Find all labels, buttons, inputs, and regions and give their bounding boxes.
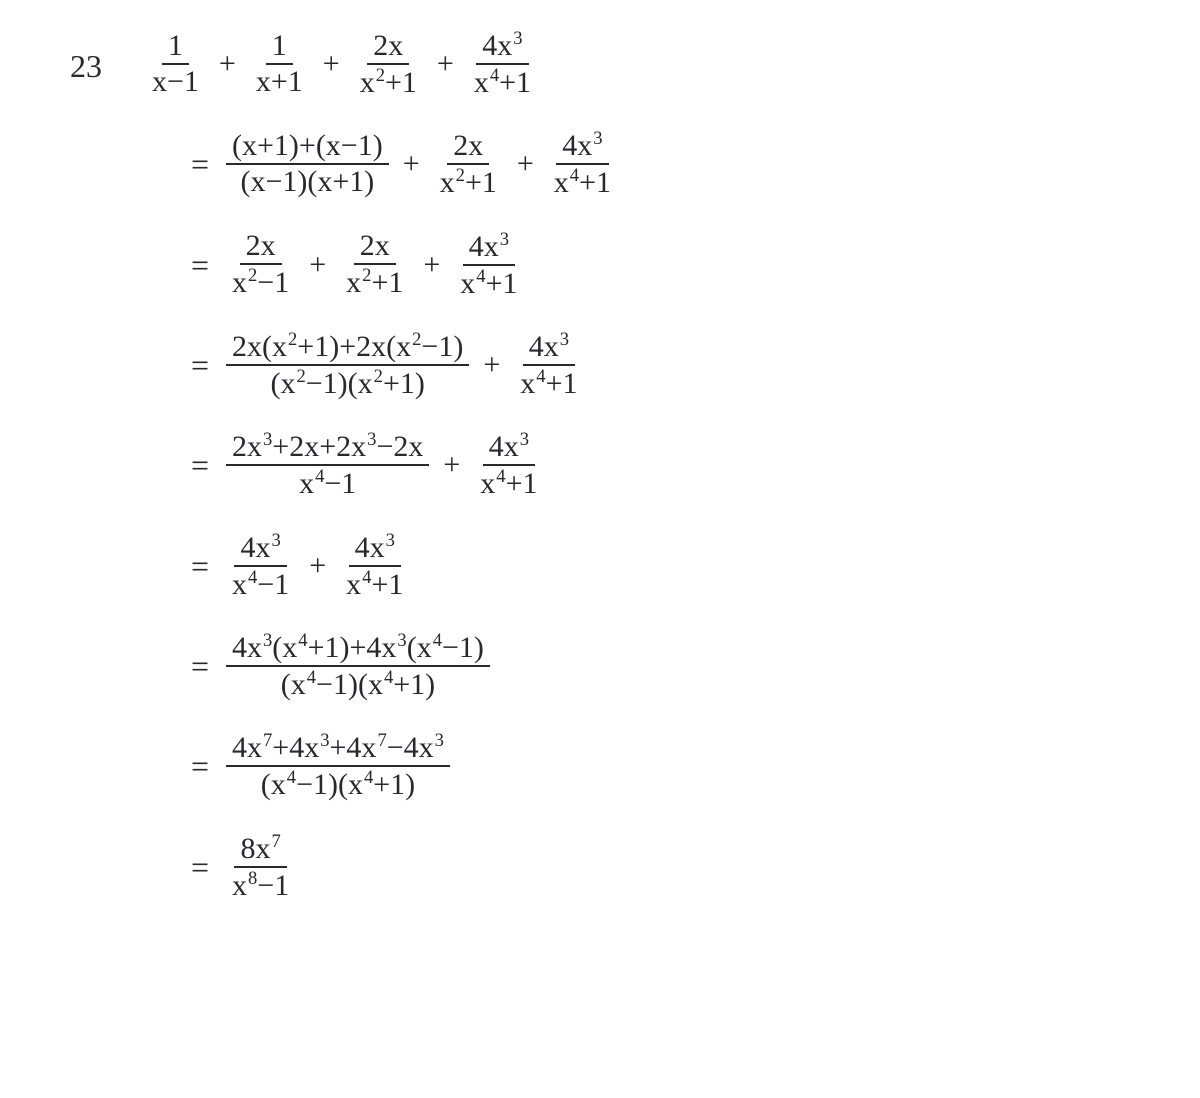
fraction: 2x x2+1 [434,131,503,198]
line-4: = 2x3+2x+2x3−2x x4−1 + 4x3 x4+1 [70,431,1160,499]
fraction: 1 x+1 [250,31,309,97]
frac-den: x4+1 [548,165,617,198]
plus-sign: + [309,250,326,280]
line-7: = 4x7+4x3+4x7−4x3 (x4−1)(x4+1) [70,732,1160,800]
equals-sign: = [180,650,220,682]
frac-num: 4x7+4x3+4x7−4x3 [226,732,450,767]
plus-sign: + [309,551,326,581]
fraction: 4x3 x4+1 [454,231,523,299]
frac-den: x8−1 [226,868,295,901]
fraction: 4x3 x4+1 [468,30,537,98]
line-0: 23 1 x−1 + 1 x+1 + 2x x2+1 + 4x3 x4+1 [70,30,1160,98]
frac-den: x−1 [146,65,205,97]
fraction: 2x3+2x+2x3−2x x4−1 [226,431,429,499]
frac-num: 4x3 [349,532,401,567]
plus-sign: + [517,149,534,179]
frac-num: 4x3(x4+1)+4x3(x4−1) [226,632,490,667]
frac-num: 1 [162,31,189,65]
fraction: 1 x−1 [146,31,205,97]
frac-den: x4−1 [293,466,362,499]
frac-den: x2+1 [340,265,409,298]
fraction: (x+1)+(x−1) (x−1)(x+1) [226,131,389,197]
frac-den: (x4−1)(x4+1) [275,667,441,700]
frac-den: (x2−1)(x2+1) [264,366,430,399]
frac-den: x2+1 [434,165,503,198]
fraction: 2x x2+1 [340,231,409,298]
problem-number: 23 [70,30,140,82]
fraction: 8x7 x8−1 [226,833,295,901]
line-6: = 4x3(x4+1)+4x3(x4−1) (x4−1)(x4+1) [70,632,1160,700]
frac-den: x2+1 [354,65,423,98]
fraction: 4x3(x4+1)+4x3(x4−1) (x4−1)(x4+1) [226,632,490,700]
plus-sign: + [483,350,500,380]
line-3: = 2x(x2+1)+2x(x2−1) (x2−1)(x2+1) + 4x3 x… [70,331,1160,399]
frac-den: x4+1 [340,567,409,600]
frac-den: x4+1 [474,466,543,499]
frac-den: (x−1)(x+1) [234,165,380,197]
fraction: 4x3 x4−1 [226,532,295,600]
line-8: = 8x7 x8−1 [70,833,1160,901]
frac-den: (x4−1)(x4+1) [255,767,421,800]
fraction: 2x x2+1 [354,31,423,98]
frac-num: 4x3 [483,431,535,466]
frac-num: 2x(x2+1)+2x(x2−1) [226,331,469,366]
frac-num: 4x3 [234,532,286,567]
plus-sign: + [443,450,460,480]
fraction: 4x7+4x3+4x7−4x3 (x4−1)(x4+1) [226,732,450,800]
fraction: 2x x2−1 [226,231,295,298]
equals-sign: = [180,750,220,782]
frac-den: x4−1 [226,567,295,600]
frac-num: (x+1)+(x−1) [226,131,389,165]
equals-sign: = [180,851,220,883]
frac-num: 4x3 [556,130,608,165]
equals-sign: = [180,550,220,582]
plus-sign: + [323,49,340,79]
fraction: 4x3 x4+1 [474,431,543,499]
equals-sign: = [180,249,220,281]
frac-num: 2x [354,231,396,265]
fraction: 2x(x2+1)+2x(x2−1) (x2−1)(x2+1) [226,331,469,399]
frac-den: x+1 [250,65,309,97]
line-1: = (x+1)+(x−1) (x−1)(x+1) + 2x x2+1 + 4x3… [70,130,1160,198]
equals-sign: = [180,449,220,481]
frac-den: x4+1 [454,266,523,299]
line-2: = 2x x2−1 + 2x x2+1 + 4x3 x4+1 [70,231,1160,299]
frac-num: 2x3+2x+2x3−2x [226,431,429,466]
frac-den: x4+1 [468,65,537,98]
frac-num: 2x [240,231,282,265]
frac-num: 2x [447,131,489,165]
fraction: 4x3 x4+1 [514,331,583,399]
plus-sign: + [219,49,236,79]
frac-num: 1 [266,31,293,65]
math-worksheet-page: 23 1 x−1 + 1 x+1 + 2x x2+1 + 4x3 x4+1 = … [0,0,1200,1098]
plus-sign: + [423,250,440,280]
equals-sign: = [180,148,220,180]
line-5: = 4x3 x4−1 + 4x3 x4+1 [70,532,1160,600]
frac-num: 4x3 [463,231,515,266]
frac-num: 4x3 [476,30,528,65]
frac-num: 4x3 [523,331,575,366]
frac-num: 2x [367,31,409,65]
plus-sign: + [403,149,420,179]
frac-num: 8x7 [234,833,286,868]
fraction: 4x3 x4+1 [548,130,617,198]
plus-sign: + [437,49,454,79]
frac-den: x4+1 [514,366,583,399]
fraction: 4x3 x4+1 [340,532,409,600]
frac-den: x2−1 [226,265,295,298]
equals-sign: = [180,349,220,381]
